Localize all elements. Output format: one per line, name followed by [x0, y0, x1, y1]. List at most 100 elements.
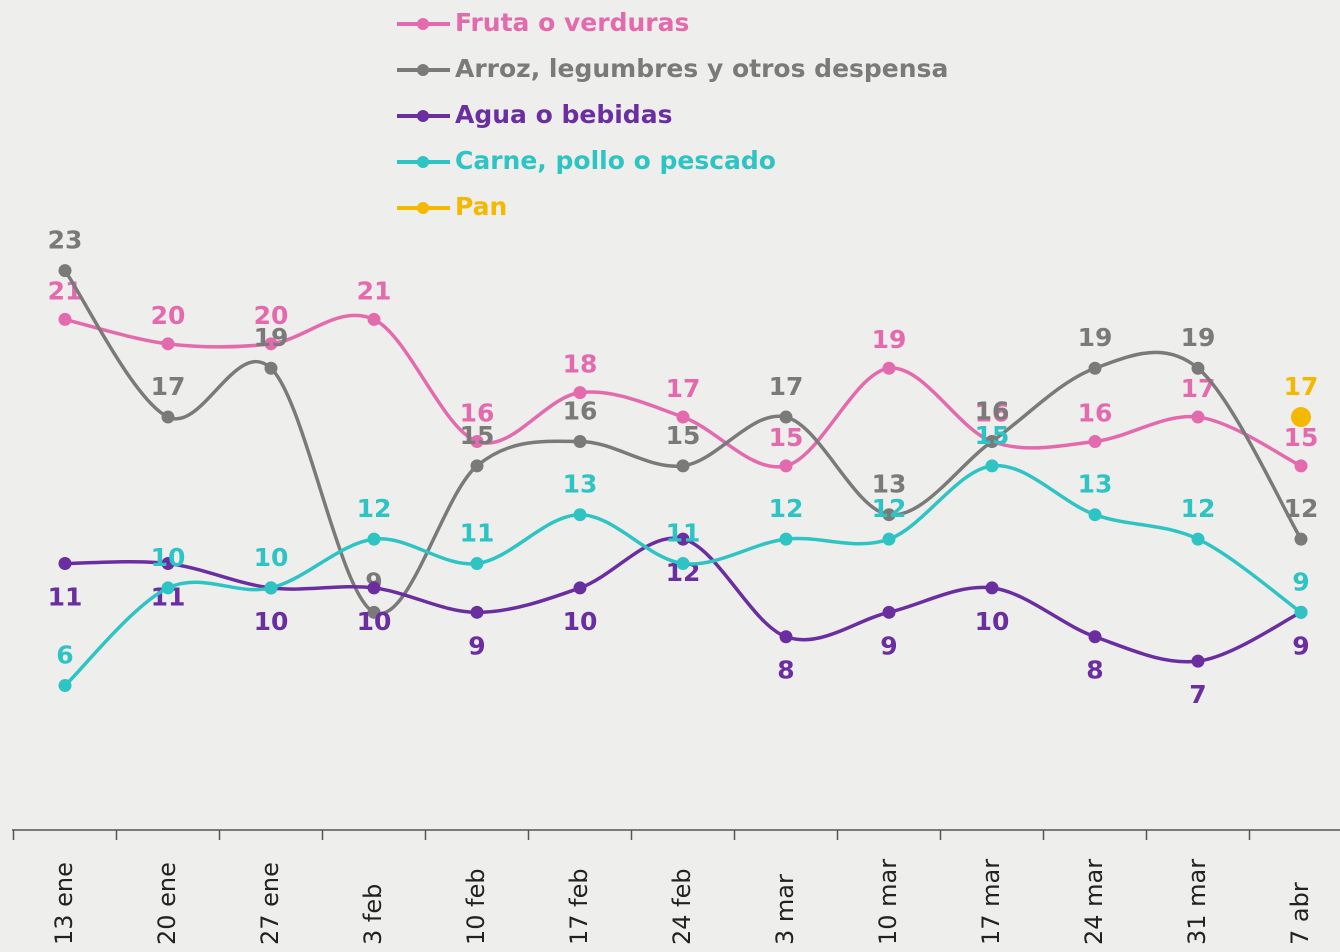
data-label: 18	[563, 350, 598, 379]
data-point	[882, 605, 896, 619]
data-label: 17	[666, 374, 701, 403]
legend-item: Pan	[397, 192, 507, 221]
data-label: 12	[1284, 494, 1319, 523]
data-label: 12	[872, 494, 907, 523]
legend-label: Agua o bebidas	[455, 100, 672, 129]
data-point	[58, 557, 72, 571]
data-label: 19	[1181, 323, 1216, 352]
data-point	[573, 434, 587, 448]
data-point	[264, 361, 278, 375]
x-tick-label: 3 feb	[359, 884, 387, 945]
data-label: 15	[975, 421, 1010, 450]
data-point	[985, 581, 999, 595]
legend-dot	[417, 156, 429, 168]
legend-item: Fruta o verduras	[397, 8, 689, 37]
data-point	[882, 361, 896, 375]
x-tick-label: 27 ene	[256, 862, 284, 945]
data-point	[470, 434, 484, 448]
data-label: 9	[880, 631, 897, 660]
legend-label: Arroz, legumbres y otros despensa	[455, 54, 948, 83]
data-point	[161, 337, 175, 351]
data-label: 17	[1284, 372, 1319, 401]
data-label: 10	[563, 607, 598, 636]
data-label: 6	[56, 641, 73, 670]
data-label: 10	[254, 607, 289, 636]
data-label: 19	[1078, 323, 1113, 352]
data-point	[676, 459, 690, 473]
data-label: 12	[1181, 494, 1216, 523]
data-point	[367, 581, 381, 595]
data-point	[58, 312, 72, 326]
data-label: 9	[468, 631, 485, 660]
data-point	[676, 532, 690, 546]
data-label: 15	[460, 421, 495, 450]
data-point	[1191, 410, 1205, 424]
data-point	[676, 410, 690, 424]
legend-dot	[417, 202, 429, 214]
data-label: 21	[357, 276, 392, 305]
data-label: 15	[666, 421, 701, 450]
data-point	[470, 557, 484, 571]
data-label: 15	[1284, 423, 1319, 452]
data-point	[779, 410, 793, 424]
data-point	[161, 410, 175, 424]
data-label: 16	[975, 396, 1010, 425]
data-label: 13	[1078, 470, 1113, 499]
data-label: 11	[666, 519, 701, 548]
x-tick-label: 17 feb	[565, 868, 593, 945]
data-point	[264, 581, 278, 595]
data-point	[779, 630, 793, 644]
data-point	[58, 264, 72, 278]
legend-dot	[417, 64, 429, 76]
data-point	[985, 434, 999, 448]
legend-item: Agua o bebidas	[397, 100, 672, 129]
data-point	[367, 312, 381, 326]
data-point	[1088, 434, 1102, 448]
data-point	[58, 679, 72, 693]
x-tick-label: 10 mar	[874, 859, 902, 945]
legend-item: Carne, pollo o pescado	[397, 146, 776, 175]
data-point	[779, 459, 793, 473]
data-point	[779, 532, 793, 546]
series-line	[64, 536, 1302, 664]
data-label: 16	[1078, 398, 1113, 427]
data-label: 11	[460, 519, 495, 548]
x-tick-label: 3 mar	[771, 874, 799, 945]
x-tick-label: 7 abr	[1286, 882, 1314, 945]
data-label: 9	[1292, 567, 1309, 596]
data-point	[367, 605, 381, 619]
data-point	[161, 581, 175, 595]
x-tick-label: 10 feb	[462, 868, 490, 945]
data-label: 9	[1292, 631, 1309, 660]
data-label: 10	[254, 543, 289, 572]
data-point	[573, 581, 587, 595]
data-point	[367, 532, 381, 546]
x-tick-label: 31 mar	[1183, 859, 1211, 945]
data-point	[1294, 605, 1308, 619]
data-label: 19	[872, 325, 907, 354]
data-point	[1191, 361, 1205, 375]
data-point	[1088, 630, 1102, 644]
data-label: 15	[769, 423, 804, 452]
data-label: 20	[254, 301, 289, 330]
x-tick-label: 24 feb	[668, 868, 696, 945]
data-point	[470, 459, 484, 473]
x-tick-label: 20 ene	[153, 862, 181, 945]
data-point	[264, 337, 278, 351]
data-point	[985, 459, 999, 473]
data-point	[1294, 459, 1308, 473]
data-label: 16	[460, 398, 495, 427]
data-label: 13	[563, 470, 598, 499]
data-label: 16	[975, 398, 1010, 427]
data-label: 19	[254, 323, 289, 352]
data-point	[1088, 361, 1102, 375]
legend-label: Carne, pollo o pescado	[455, 146, 776, 175]
x-tick-label: 24 mar	[1080, 859, 1108, 945]
data-label: 10	[975, 607, 1010, 636]
data-label: 7	[1189, 680, 1206, 709]
data-point	[1191, 654, 1205, 668]
data-label: 10	[151, 543, 186, 572]
data-point	[470, 605, 484, 619]
data-point	[573, 386, 587, 400]
